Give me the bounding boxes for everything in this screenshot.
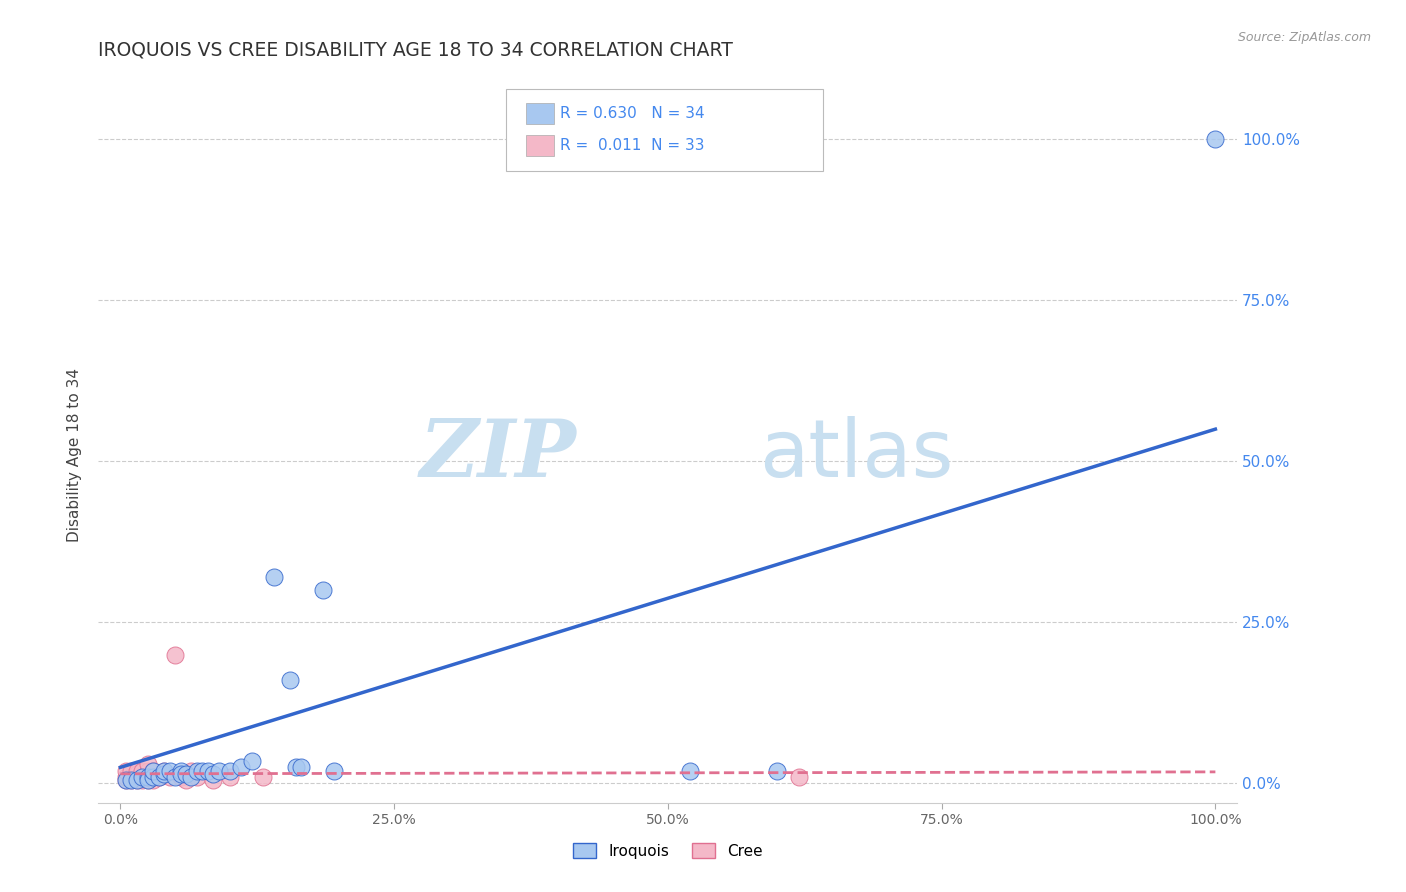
Point <box>218 764 240 778</box>
Point <box>136 770 159 784</box>
Point <box>136 764 159 778</box>
Point <box>114 773 136 788</box>
Point <box>125 767 148 781</box>
Point <box>159 770 181 784</box>
Text: Source: ZipAtlas.com: Source: ZipAtlas.com <box>1237 31 1371 45</box>
Point <box>131 764 153 778</box>
Point <box>180 770 202 784</box>
Point <box>120 764 142 778</box>
Point <box>148 770 170 784</box>
Text: atlas: atlas <box>759 416 953 494</box>
Point <box>153 767 176 781</box>
Point <box>290 760 312 774</box>
Point <box>191 764 214 778</box>
Point <box>186 764 208 778</box>
Point <box>114 770 136 784</box>
Point <box>218 770 240 784</box>
Point <box>125 770 148 784</box>
Point <box>165 648 187 662</box>
Text: R = 0.630   N = 34: R = 0.630 N = 34 <box>560 106 704 120</box>
Point <box>322 764 344 778</box>
Point <box>202 767 225 781</box>
Point <box>165 770 187 784</box>
Point <box>208 764 231 778</box>
Point <box>125 773 148 788</box>
Point <box>131 773 153 788</box>
Text: ZIP: ZIP <box>420 417 576 493</box>
Point <box>136 757 159 772</box>
Point <box>284 760 307 774</box>
Point <box>120 773 142 788</box>
Point <box>252 770 274 784</box>
Point <box>174 773 197 788</box>
Point <box>136 770 159 784</box>
Point <box>142 770 165 784</box>
Point <box>125 773 148 788</box>
Point <box>169 767 191 781</box>
Point <box>229 760 252 774</box>
Point <box>186 770 208 784</box>
Point <box>142 764 165 778</box>
Point <box>142 764 165 778</box>
Point <box>180 764 202 778</box>
Point <box>153 767 176 781</box>
Point <box>197 764 219 778</box>
Point <box>278 673 301 688</box>
Point <box>153 764 176 778</box>
Point <box>148 770 170 784</box>
Point <box>136 773 159 788</box>
Point <box>136 773 159 788</box>
Point <box>131 770 153 784</box>
Legend: Iroquois, Cree: Iroquois, Cree <box>567 837 769 864</box>
Y-axis label: Disability Age 18 to 34: Disability Age 18 to 34 <box>67 368 83 542</box>
Text: R =  0.011  N = 33: R = 0.011 N = 33 <box>560 138 704 153</box>
Point <box>120 773 142 788</box>
Point <box>169 764 191 778</box>
Point <box>263 570 285 584</box>
Point <box>159 764 181 778</box>
Text: IROQUOIS VS CREE DISABILITY AGE 18 TO 34 CORRELATION CHART: IROQUOIS VS CREE DISABILITY AGE 18 TO 34… <box>98 40 734 59</box>
Point <box>131 770 153 784</box>
Point <box>120 770 142 784</box>
Point <box>114 764 136 778</box>
Point <box>240 754 263 768</box>
Point <box>1204 132 1226 146</box>
Point <box>142 773 165 788</box>
Point <box>766 764 789 778</box>
Point <box>787 770 810 784</box>
Point <box>312 583 335 598</box>
Point <box>142 770 165 784</box>
Point <box>153 764 176 778</box>
Point <box>169 770 191 784</box>
Point <box>114 773 136 788</box>
Point <box>202 773 225 788</box>
Point <box>679 764 702 778</box>
Point <box>125 764 148 778</box>
Point <box>174 767 197 781</box>
